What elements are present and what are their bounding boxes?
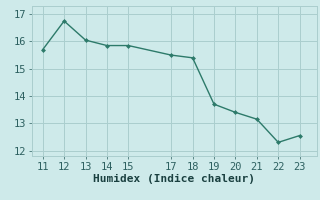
X-axis label: Humidex (Indice chaleur): Humidex (Indice chaleur) bbox=[93, 174, 255, 184]
